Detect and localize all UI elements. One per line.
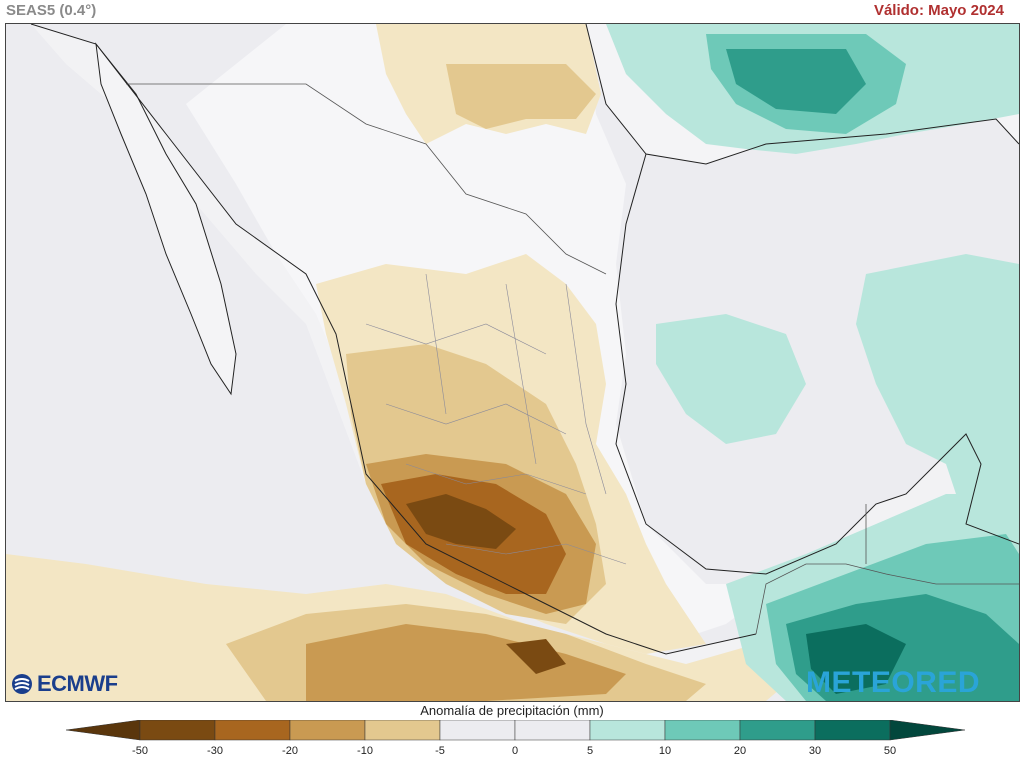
dry-pacific-strong xyxy=(306,624,626,701)
legend-tick: -10 xyxy=(357,745,373,757)
precipitation-anomaly-map xyxy=(5,23,1020,702)
model-label: SEAS5 (0.4°) xyxy=(6,2,97,19)
legend-tick: -20 xyxy=(282,745,298,757)
legend-tick: 0 xyxy=(511,745,519,757)
legend-bin-1 xyxy=(139,720,216,741)
ecmwf-logo-text: ECMWF xyxy=(37,671,118,696)
legend-arrow-left xyxy=(65,720,141,741)
legend-tick: 50 xyxy=(883,745,897,757)
ecmwf-icon xyxy=(12,674,32,694)
legend-tick: 30 xyxy=(808,745,822,757)
dry-guerrero-peak xyxy=(406,494,516,549)
legend-bin-2 xyxy=(214,720,291,741)
meteored-logo: METEORED xyxy=(806,666,981,699)
legend-tick: -30 xyxy=(207,745,223,757)
legend-title: Anomalía de precipitación (mm) xyxy=(420,703,604,718)
state-borders xyxy=(365,273,627,565)
legend-tick: 20 xyxy=(733,745,747,757)
legend-bin-10 xyxy=(814,720,891,741)
legend-bin-8 xyxy=(664,720,741,741)
legend-tick: -5 xyxy=(435,745,445,757)
valid-date-label: Válido: Mayo 2024 xyxy=(873,2,1004,19)
wet-caribbean xyxy=(856,254,1019,544)
land-baja xyxy=(96,44,236,394)
legend-tick: -50 xyxy=(132,745,148,757)
wet-gulf-patch xyxy=(656,314,806,444)
legend-bin-5 xyxy=(439,720,516,741)
legend-tick: 5 xyxy=(586,745,594,757)
legend-colorbar xyxy=(65,720,966,741)
borders xyxy=(126,83,1019,635)
dry-pacific-peak xyxy=(506,639,566,674)
legend-bin-7 xyxy=(589,720,666,741)
legend-tick: 10 xyxy=(658,745,672,757)
legend-bin-6 xyxy=(514,720,591,741)
coastlines xyxy=(30,24,1019,655)
legend-bin-9 xyxy=(739,720,816,741)
wet-central-america-peak xyxy=(806,624,906,694)
legend-arrow-right xyxy=(889,720,966,741)
dry-texas-core xyxy=(446,64,596,129)
legend-bin-4 xyxy=(364,720,441,741)
ecmwf-logo: ECMWF xyxy=(10,671,118,697)
wet-us-peak xyxy=(726,49,866,114)
map-canvas xyxy=(6,24,1019,701)
legend-bin-3 xyxy=(289,720,366,741)
